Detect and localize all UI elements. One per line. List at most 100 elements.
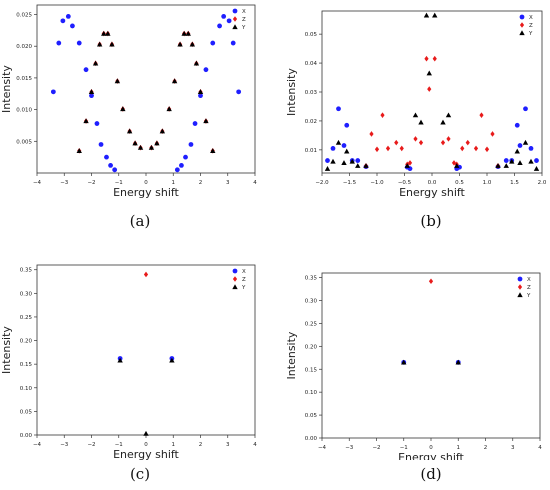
y-tick-label: 0.10 — [305, 390, 318, 396]
data-point-y — [509, 158, 515, 164]
data-point-y — [401, 359, 407, 365]
data-point-z — [374, 146, 380, 153]
legend-marker-y — [232, 284, 238, 290]
data-point-x — [98, 142, 104, 147]
data-point-z — [143, 271, 149, 278]
y-tick-label: 0.025 — [16, 13, 32, 19]
legend-label-y: Y — [241, 285, 246, 291]
x-tick-label: 3 — [226, 180, 230, 186]
data-point-x — [230, 40, 236, 46]
data-point-x — [325, 158, 330, 163]
x-tick-label: 1 — [172, 180, 176, 186]
y-tick-label: 0.015 — [16, 76, 32, 82]
data-point-x — [108, 162, 113, 168]
data-point-y — [171, 78, 178, 84]
y-tick-label: 0.30 — [20, 291, 33, 297]
data-point-x — [183, 154, 188, 160]
data-point-x — [203, 67, 209, 73]
series-y — [117, 357, 175, 436]
data-point-y — [455, 359, 461, 365]
legend-marker-z — [232, 16, 238, 22]
x-tick-label: 4 — [253, 442, 257, 448]
data-point-x — [112, 167, 118, 173]
data-point-z — [484, 146, 490, 153]
y-axis-label: Intensity — [0, 326, 13, 374]
data-point-x — [179, 162, 184, 168]
x-axis-label: Energy shift — [399, 186, 465, 199]
data-point-y — [404, 163, 410, 168]
y-tick-label: 0.02 — [305, 119, 317, 125]
legend-marker-y — [232, 24, 238, 30]
x-tick-label: 0 — [429, 445, 433, 451]
data-point-y — [117, 357, 123, 363]
series-x — [117, 356, 175, 361]
data-point-x — [534, 158, 539, 163]
y-tick-label: 0.05 — [20, 409, 33, 415]
data-point-x — [50, 89, 56, 95]
y-tick-label: 0.00 — [305, 436, 318, 442]
data-point-x — [344, 122, 350, 128]
x-tick-label: −1 — [400, 445, 408, 451]
data-point-z — [446, 136, 451, 142]
series-z — [77, 30, 215, 154]
data-point-z — [479, 112, 484, 118]
data-point-y — [166, 106, 172, 112]
data-point-y — [159, 128, 166, 134]
x-tick-label: 0 — [144, 180, 148, 186]
data-point-x — [89, 93, 94, 99]
data-point-y — [454, 163, 460, 168]
x-tick-label: 0 — [144, 442, 148, 448]
y-tick-label: 0.005 — [16, 139, 32, 145]
x-tick-label: 4 — [538, 445, 542, 451]
y-tick-label: 0.20 — [20, 339, 33, 345]
legend-label-z: Z — [527, 285, 531, 291]
series-y — [401, 359, 461, 365]
legend-marker-y — [517, 292, 523, 298]
data-point-y — [88, 89, 95, 95]
x-axis-label: Energy shift — [113, 448, 179, 460]
y-axis-label: Intensity — [285, 331, 298, 379]
chart-panel-b: −2.0 −1.5 −1.0 −0.5 0.0 0.5 1.0 1.5 2.0 0.01 0.02 0… — [285, 10, 547, 199]
y-tick-label: 0.00 — [20, 433, 33, 439]
data-point-y — [412, 112, 419, 118]
data-point-x — [210, 40, 216, 46]
data-point-y — [426, 70, 432, 76]
y-tick-label: 0.25 — [20, 315, 33, 321]
y-tick-label: 0.20 — [305, 344, 318, 350]
data-point-x — [523, 106, 528, 112]
data-point-y — [105, 30, 111, 36]
legend-marker-z — [232, 276, 238, 282]
data-point-y — [335, 139, 342, 145]
y-tick-label: 0.05 — [305, 413, 318, 419]
data-point-y — [355, 163, 361, 168]
series-z — [363, 55, 501, 169]
data-point-y — [514, 148, 520, 154]
data-point-z — [460, 145, 465, 152]
data-point-z — [413, 136, 418, 142]
data-point-y — [148, 144, 155, 150]
legend: XZY — [232, 8, 246, 31]
data-point-y — [114, 78, 121, 84]
data-point-y — [126, 128, 133, 134]
y-tick-label: 0.35 — [305, 276, 318, 282]
data-point-z — [394, 139, 399, 146]
legend-label-x: X — [529, 15, 533, 21]
series-z — [143, 271, 149, 278]
x-tick-label: 3 — [226, 442, 230, 448]
data-point-y — [533, 165, 540, 171]
x-tick-label: −1 — [115, 442, 123, 448]
y-tick-label: 0.04 — [305, 61, 318, 67]
axes-frame — [36, 4, 256, 174]
axes-frame — [321, 10, 543, 174]
legend-label-z: Z — [242, 277, 246, 283]
data-point-y — [344, 148, 350, 154]
data-point-y — [193, 60, 200, 66]
data-point-y — [528, 158, 534, 164]
data-point-y — [503, 163, 509, 168]
data-point-y — [92, 60, 99, 66]
x-tick-label: −2.0 — [315, 180, 329, 186]
data-point-z — [424, 55, 429, 62]
data-point-y — [324, 165, 331, 171]
data-point-z — [432, 55, 437, 62]
